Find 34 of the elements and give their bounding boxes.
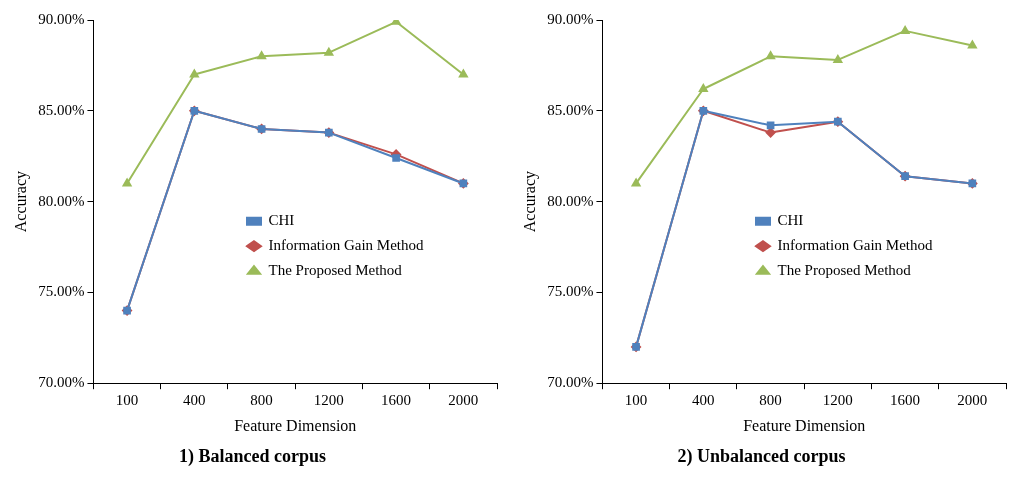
legend-label: The Proposed Method [777, 262, 912, 279]
y-tick-label: 80.00% [38, 192, 85, 209]
legend-label: Information Gain Method [777, 237, 933, 254]
y-tick-label: 80.00% [547, 192, 594, 209]
text: 2) Unbalanced corpus [677, 445, 846, 467]
x-tick-label: 2000 [957, 392, 988, 409]
text: 1) Balanced corpus [178, 445, 327, 467]
x-tick-label: 400 [692, 392, 715, 409]
x-tick-label: 100 [624, 392, 648, 409]
y-tick-label: 90.00% [547, 10, 594, 27]
x-axis-title: Feature Dimension [234, 417, 357, 434]
y-tick-label: 75.00% [547, 283, 594, 300]
x-tick-label: 1600 [381, 392, 412, 409]
y-axis-title: Accuracy [11, 170, 30, 233]
x-tick-label: 800 [250, 392, 273, 409]
legend-label: Information Gain Method [268, 237, 424, 254]
x-tick-label: 1200 [313, 392, 344, 409]
x-tick-label: 1200 [822, 392, 853, 409]
y-tick-label: 85.00% [547, 101, 594, 118]
x-tick-label: 1600 [890, 392, 921, 409]
y-tick-label: 75.00% [38, 283, 85, 300]
x-tick-label: 100 [115, 392, 139, 409]
y-tick-label: 90.00% [38, 10, 85, 27]
x-tick-label: 800 [759, 392, 782, 409]
x-tick-label: 2000 [448, 392, 479, 409]
legend-label: The Proposed Method [268, 262, 403, 279]
x-tick-label: 400 [183, 392, 206, 409]
legend-label: CHI [777, 212, 804, 229]
y-tick-label: 70.00% [38, 374, 85, 391]
y-tick-label: 85.00% [38, 101, 85, 118]
y-tick-label: 70.00% [547, 374, 594, 391]
x-axis-title: Feature Dimension [743, 417, 866, 434]
legend-label: CHI [268, 212, 295, 229]
y-axis-title: Accuracy [520, 170, 539, 233]
